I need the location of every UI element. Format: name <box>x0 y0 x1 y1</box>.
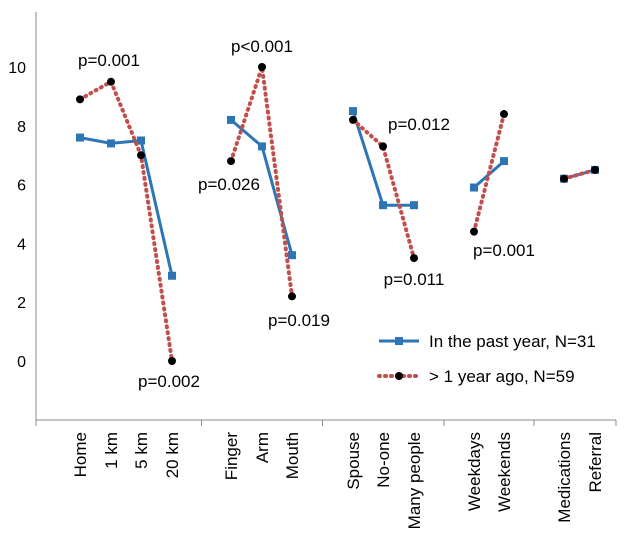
series-1-marker <box>107 139 115 148</box>
y-tick-label: 4 <box>17 236 26 253</box>
p-value-annotation: p=0.012 <box>388 115 450 134</box>
x-tick-label: Spouse <box>344 432 363 490</box>
series-1-marker <box>500 157 508 166</box>
series-2-marker <box>168 357 176 365</box>
y-tick-label: 10 <box>8 60 26 77</box>
series-2-marker <box>410 254 418 263</box>
x-tick-label: Home <box>71 432 90 477</box>
series-2-marker <box>137 151 145 160</box>
series-2-line <box>472 112 506 234</box>
series-1-marker <box>168 271 176 280</box>
series-2-marker <box>258 63 266 71</box>
x-tick-label: 5 km <box>132 432 151 469</box>
series-2-marker <box>288 292 296 301</box>
p-value-annotation: p<0.001 <box>231 37 293 56</box>
legend-series-2-label: > 1 year ago, N=59 <box>429 367 575 386</box>
legend-series-2-marker <box>395 372 403 380</box>
x-tick-label: Medications <box>555 432 574 523</box>
x-tick-label: Mouth <box>283 432 302 479</box>
x-tick-label: 20 km <box>163 432 182 478</box>
series-2-marker <box>379 142 387 151</box>
p-value-annotation: p=0.002 <box>138 372 200 391</box>
p-value-annotation: p=0.026 <box>198 175 260 194</box>
y-tick-label: 8 <box>17 119 26 136</box>
series-2-line <box>229 66 294 299</box>
series-2-marker <box>470 227 478 236</box>
series-2-marker <box>349 115 357 124</box>
x-tick-label: Many people <box>405 432 424 529</box>
p-value-annotation: p=0.019 <box>268 311 330 330</box>
series-1-marker <box>137 136 145 145</box>
x-tick-label: Arm <box>253 432 272 463</box>
series-2-marker <box>227 157 235 166</box>
series-1-marker <box>76 133 84 142</box>
x-tick-label: Referral <box>586 432 605 492</box>
x-tick-label: 1 km <box>102 432 121 469</box>
p-value-annotation: p=0.001 <box>78 51 140 70</box>
series-2-marker <box>107 77 115 86</box>
series-1-marker <box>227 115 235 124</box>
x-tick-label: Weekends <box>495 432 514 512</box>
series-2-marker <box>76 95 84 104</box>
series-2-marker <box>500 110 508 119</box>
p-value-annotation: p=0.011 <box>384 270 445 289</box>
y-tick-label: 2 <box>17 295 26 312</box>
series-1-line <box>79 136 174 277</box>
x-tick-label: Finger <box>222 432 241 481</box>
legend-series-1-marker <box>395 337 403 345</box>
legend-series-1-label: In the past year, N=31 <box>429 332 596 351</box>
series-2-line <box>78 78 174 363</box>
series-1-marker <box>379 201 387 210</box>
series-2-marker <box>591 165 599 174</box>
series-1-marker <box>288 251 296 260</box>
series-1-marker <box>349 107 357 116</box>
series-1-marker <box>258 142 266 151</box>
y-tick-label: 0 <box>17 354 26 371</box>
x-tick-label: No-one <box>374 432 393 488</box>
series-1-marker <box>470 183 478 192</box>
series-1-marker <box>410 201 418 210</box>
p-value-annotation: p=0.001 <box>473 241 535 260</box>
x-tick-label: Weekdays <box>465 432 484 511</box>
series-2-line <box>562 167 597 181</box>
y-tick-label: 6 <box>17 178 26 195</box>
series-2-marker <box>560 174 568 183</box>
